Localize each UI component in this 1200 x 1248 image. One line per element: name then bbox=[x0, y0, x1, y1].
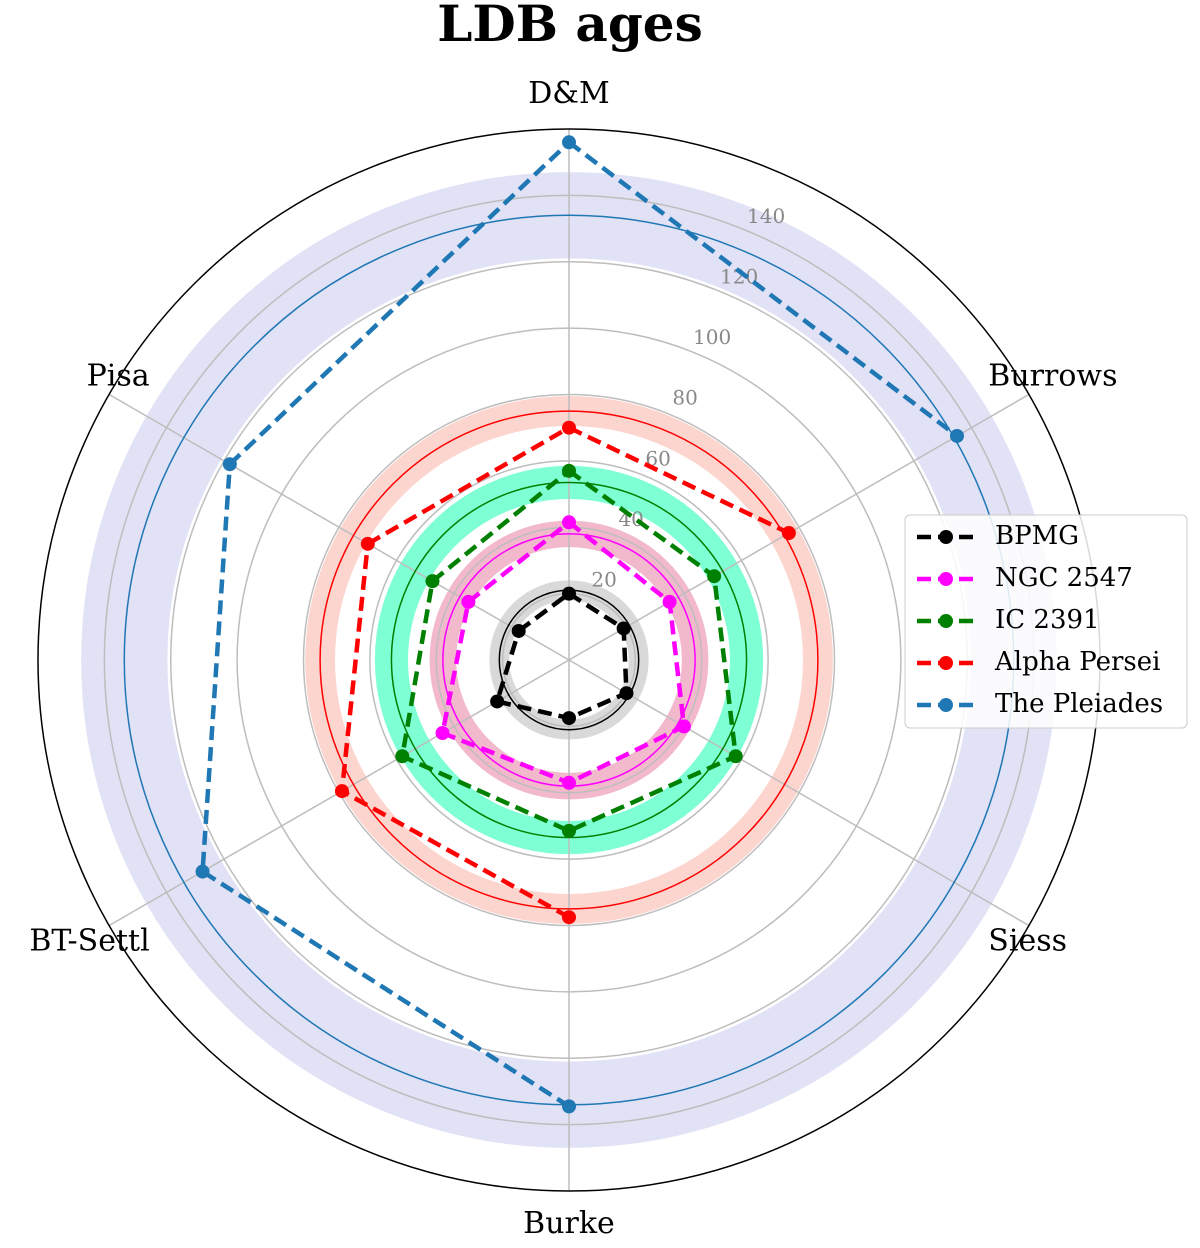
point bbox=[511, 623, 526, 638]
point bbox=[562, 586, 576, 601]
point bbox=[562, 775, 576, 790]
legend-label: The Pleiades bbox=[995, 689, 1163, 719]
legend-label: IC 2391 bbox=[995, 605, 1100, 635]
r-tick-label: 80 bbox=[672, 386, 697, 410]
legend-box bbox=[904, 514, 1188, 729]
r-tick-label: 120 bbox=[720, 264, 758, 288]
series-line bbox=[399, 469, 739, 834]
series-closing-line bbox=[431, 469, 571, 583]
point bbox=[395, 749, 410, 764]
series-line bbox=[439, 520, 687, 786]
legend-marker bbox=[939, 698, 953, 712]
spoke bbox=[108, 393, 570, 661]
point bbox=[781, 526, 796, 541]
category-label: Burke bbox=[523, 1206, 615, 1241]
point bbox=[562, 420, 576, 435]
point bbox=[676, 719, 691, 734]
series-closing-line bbox=[517, 591, 571, 633]
series-closing-line bbox=[366, 425, 571, 546]
point bbox=[562, 135, 576, 150]
point bbox=[616, 621, 631, 636]
category-label: BT-Settl bbox=[29, 924, 149, 959]
legend-marker bbox=[939, 572, 953, 586]
category-label: Burrows bbox=[988, 359, 1117, 394]
point bbox=[435, 726, 450, 741]
point bbox=[562, 711, 576, 726]
point bbox=[619, 686, 634, 701]
point bbox=[461, 594, 476, 609]
series-closing-line bbox=[228, 140, 571, 466]
category-label: Siess bbox=[988, 924, 1067, 959]
point bbox=[707, 569, 722, 584]
point bbox=[562, 1099, 576, 1114]
point bbox=[662, 594, 677, 609]
point bbox=[360, 536, 375, 551]
point bbox=[222, 457, 237, 472]
category-label: Pisa bbox=[87, 359, 150, 394]
series-line bbox=[200, 140, 959, 1109]
chart-title: LDB ages bbox=[437, 0, 703, 53]
point bbox=[562, 910, 576, 925]
legend-marker bbox=[939, 614, 953, 628]
point bbox=[334, 784, 349, 799]
series-line bbox=[494, 591, 629, 721]
legend-label: NGC 2547 bbox=[995, 563, 1133, 593]
point bbox=[195, 864, 210, 879]
category-label: D&M bbox=[528, 76, 609, 111]
point bbox=[562, 823, 576, 838]
legend-label: BPMG bbox=[995, 521, 1079, 551]
point bbox=[425, 574, 440, 589]
mean-circle bbox=[319, 410, 819, 910]
legend-marker bbox=[939, 656, 953, 670]
point bbox=[490, 694, 505, 709]
spoke bbox=[568, 659, 1030, 927]
r-tick-label: 20 bbox=[591, 568, 616, 592]
legend-marker bbox=[939, 530, 953, 544]
point bbox=[562, 515, 576, 530]
legend: BPMG NGC 2547 IC 2391 Alpha Persei The Pleia… bbox=[904, 514, 1188, 729]
r-tick-label: 140 bbox=[747, 204, 785, 228]
legend-label: Alpha Persei bbox=[994, 647, 1160, 677]
r-tick-label: 100 bbox=[693, 325, 731, 349]
point bbox=[562, 463, 576, 478]
point bbox=[950, 428, 965, 443]
point bbox=[728, 749, 743, 764]
series-closing-line bbox=[467, 520, 571, 604]
